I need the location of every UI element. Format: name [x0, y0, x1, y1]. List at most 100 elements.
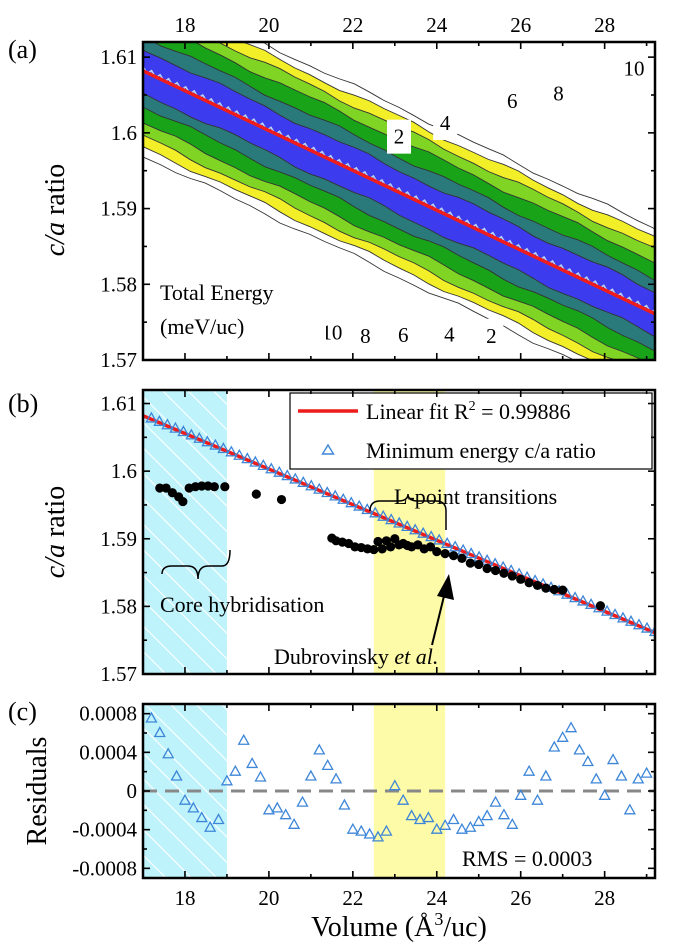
min-energy-marker	[417, 526, 430, 538]
residual-marker	[489, 795, 502, 807]
min-energy-marker	[201, 435, 214, 447]
contour-label: 10	[321, 321, 342, 345]
residual-marker	[287, 817, 301, 829]
x-tick-label: 26	[510, 886, 531, 910]
residual-marker	[632, 772, 645, 784]
y-tick-label: 0.0004	[79, 740, 137, 764]
residual-marker	[573, 743, 586, 755]
residual-marker	[170, 769, 183, 781]
residual-marker	[388, 779, 401, 791]
min-energy-marker	[600, 604, 614, 616]
contour-label: 6	[507, 89, 518, 113]
residual-marker	[581, 755, 594, 767]
min-energy-marker	[257, 459, 270, 471]
min-energy-marker	[449, 540, 462, 552]
residual-marker	[548, 740, 561, 752]
panel-c-ylabel: Residuals	[22, 737, 53, 846]
minimum-energy-line	[143, 69, 655, 316]
panel-c-axes: 18 20 22 24 26 28 -0.0008 -0.0004 0 0.0004 0.0008	[72, 702, 655, 910]
legend-triangle-icon	[321, 443, 335, 455]
min-energy-marker	[193, 431, 206, 443]
y-tick-label: 0.0008	[79, 702, 137, 726]
contour-label: 8	[553, 81, 564, 105]
panel-a-label: (a)	[8, 35, 37, 64]
energy-label-line2: (meV/uc)	[160, 314, 244, 339]
dubrovinsky-marker	[524, 578, 534, 588]
min-energy-marker	[648, 625, 655, 637]
contour-label-box	[546, 76, 571, 111]
rms-label: RMS = 0.0003	[462, 846, 592, 871]
contour-label: 4	[440, 111, 451, 135]
min-energy-marker	[337, 492, 350, 504]
y-tick-label: 1.61	[100, 392, 137, 416]
residual-marker	[195, 811, 208, 823]
lpoint-brace	[369, 493, 447, 512]
dubrovinsky-marker	[490, 565, 501, 576]
residual-marker	[229, 764, 242, 776]
y-tick-label: -0.0004	[72, 818, 137, 842]
panel-b-frame	[141, 388, 657, 676]
residual-marker	[220, 774, 234, 786]
min-energy-marker	[632, 618, 646, 630]
residual-marker	[606, 753, 620, 765]
residual-marker	[329, 772, 343, 784]
dubrovinsky-arrow-shaft	[431, 591, 446, 646]
dubrovinsky-marker	[377, 544, 387, 554]
panel-a-frame	[141, 40, 657, 362]
dubrovinsky-markers	[155, 481, 606, 611]
residual-marker	[455, 822, 469, 834]
residual-marker	[590, 772, 603, 784]
min-energy-marker	[217, 442, 230, 454]
residual-marker	[296, 795, 309, 807]
dubrovinsky-marker	[276, 494, 287, 505]
dubrovinsky-marker	[549, 584, 559, 595]
contour-label: 2	[486, 324, 497, 348]
core-annotation: Core hybridisation	[160, 592, 324, 617]
dubrovinsky-arrow-head-icon	[437, 574, 454, 600]
contour-label-box	[391, 318, 416, 353]
dubrovinsky-marker	[507, 571, 517, 581]
y-tick-label: 1.57	[100, 662, 137, 686]
dubrovinsky-marker	[457, 553, 467, 563]
min-energy-marker	[185, 428, 198, 440]
x-tick-label: 28	[594, 886, 615, 910]
x-tick-label: 20	[258, 886, 279, 910]
panel-b-axes: 1.57 1.58 1.59 1.6 1.61	[100, 390, 655, 686]
dubrovinsky-annotation: Dubrovinsky et al.	[274, 644, 438, 669]
dubrovinsky-marker	[209, 482, 219, 492]
residual-marker	[506, 817, 519, 829]
min-energy-marker	[265, 462, 278, 474]
dubrovinsky-marker	[516, 574, 526, 584]
residual-marker	[271, 801, 284, 813]
dubrovinsky-marker	[178, 496, 188, 507]
y-tick-label: 1.61	[100, 45, 137, 69]
residual-marker	[212, 813, 225, 825]
residual-marker	[447, 813, 460, 825]
y-tick-label: -0.0008	[72, 856, 137, 880]
contour-labels: 2 4 6 8 10 10 8 6 4 2	[313, 51, 653, 353]
dubrovinsky-marker	[482, 563, 492, 574]
min-energy-marker	[329, 489, 342, 501]
residual-marker	[497, 808, 511, 820]
dubrovinsky-marker	[425, 542, 436, 552]
residual-marker	[439, 818, 452, 830]
panel-c-xlabel: Volume (Å3/uc)	[311, 909, 487, 943]
residual-marker	[430, 822, 443, 834]
min-energy-marker	[345, 496, 358, 508]
min-energy-marker	[409, 523, 422, 535]
dubrovinsky-marker	[155, 483, 165, 493]
residual-marker	[321, 759, 334, 771]
panel-b-label: (b)	[8, 389, 38, 418]
contour-label-box	[353, 318, 378, 353]
residual-marker	[615, 769, 628, 781]
dubrovinsky-marker	[373, 536, 383, 547]
min-energy-marker	[640, 621, 654, 633]
min-energy-marker	[321, 486, 334, 498]
residual-marker	[237, 733, 250, 745]
min-energy-marker	[369, 506, 382, 518]
shaded-region-hatch	[143, 390, 227, 674]
residual-marker	[162, 747, 175, 759]
residual-marker	[262, 803, 276, 815]
min-energy-marker	[305, 479, 318, 491]
dubrovinsky-marker	[448, 551, 459, 561]
